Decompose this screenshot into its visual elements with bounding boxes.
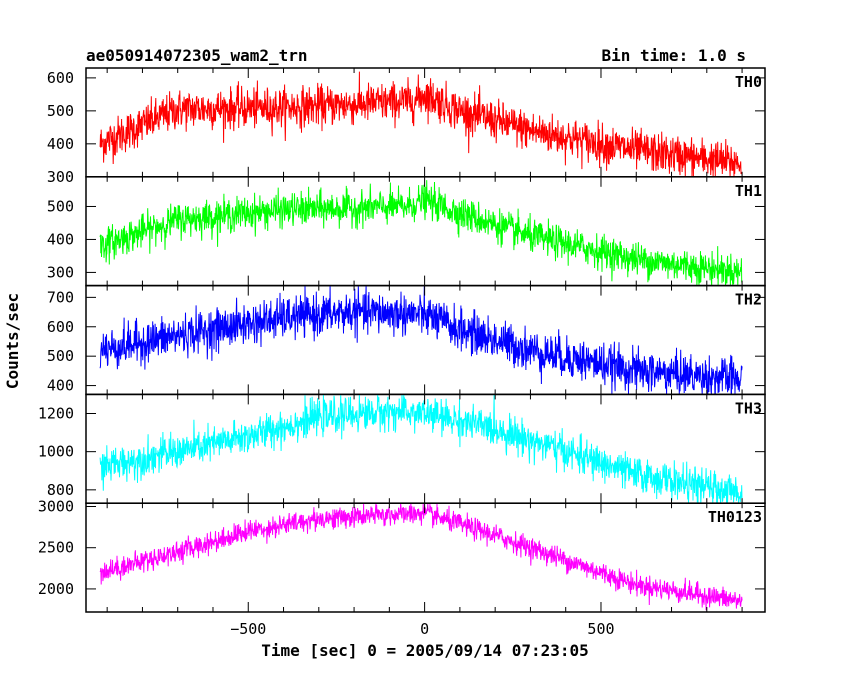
series-line-th3 [99,394,743,504]
x-tick-label: −500 [230,620,266,638]
panel-label-th1: TH1 [735,182,762,200]
series-line-th0 [99,71,743,177]
y-tick-label: 600 [47,69,74,87]
panel-th2: 400 500 600 700 TH2 [47,284,766,396]
x-axis-label: Time [sec] 0 = 2005/09/14 07:23:05 [261,641,589,660]
y-tick-label: 800 [47,481,74,499]
y-tick-label: 600 [47,318,74,336]
y-tick-label: 3000 [38,497,74,515]
series-line-th1 [99,180,743,286]
y-axis-label: Counts/sec [3,293,22,389]
x-tick-label: 0 [420,620,429,638]
y-tick-label: 500 [47,197,74,215]
chart-title: ae050914072305_wam2_trn [86,46,308,65]
panel-frame [85,502,766,613]
panel-label-th3: TH3 [735,399,762,417]
panel-th0123: 2000 2500 3000 TH0123 [38,497,766,613]
y-tick-label: 2000 [38,580,74,598]
y-tick-label: 700 [47,288,74,306]
bin-time-label: Bin time: 1.0 s [602,46,747,65]
panel-th0: 300 400 500 600 TH0 [47,67,766,186]
y-tick-label: 300 [47,168,74,186]
y-tick-label: 2500 [38,539,74,557]
panel-th3: 800 1000 1200 TH3 [38,393,766,504]
y-tick-label: 400 [47,135,74,153]
y-tick-label: 500 [47,102,74,120]
x-tick-label: 500 [587,620,614,638]
panel-label-th2: TH2 [735,291,762,309]
y-tick-label: 400 [47,230,74,248]
panels-group: 300 400 500 600 TH0 300 400 500 TH1 400 500 600 700 T… [38,67,766,638]
series-line-th0123 [99,503,743,611]
y-tick-label: 500 [47,347,74,365]
panel-label-th0123: TH0123 [708,508,762,526]
panel-label-th0: TH0 [735,73,762,91]
y-tick-label: 300 [47,263,74,281]
y-tick-label: 400 [47,377,74,395]
y-tick-label: 1200 [38,404,74,422]
panel-th1: 300 400 500 TH1 [47,176,766,287]
series-line-th2 [99,285,743,395]
y-tick-label: 1000 [38,443,74,461]
